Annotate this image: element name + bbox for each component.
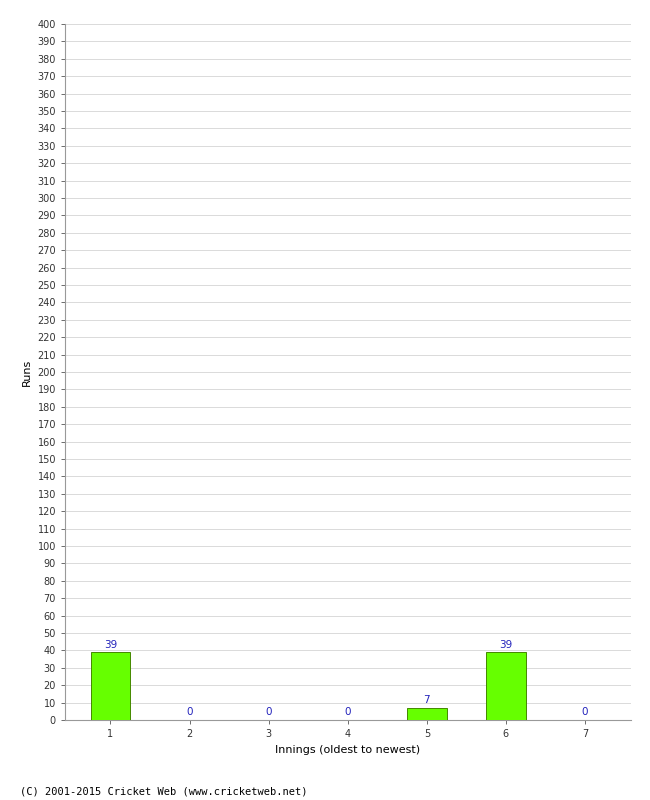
Y-axis label: Runs: Runs bbox=[22, 358, 32, 386]
Bar bbox=[91, 652, 130, 720]
Text: 0: 0 bbox=[187, 706, 193, 717]
Bar bbox=[486, 652, 526, 720]
Text: 39: 39 bbox=[104, 639, 117, 650]
Text: 0: 0 bbox=[344, 706, 351, 717]
Bar bbox=[407, 708, 447, 720]
Text: 0: 0 bbox=[265, 706, 272, 717]
Text: 39: 39 bbox=[499, 639, 513, 650]
Text: 0: 0 bbox=[582, 706, 588, 717]
X-axis label: Innings (oldest to newest): Innings (oldest to newest) bbox=[275, 745, 421, 754]
Text: 7: 7 bbox=[424, 695, 430, 706]
Text: (C) 2001-2015 Cricket Web (www.cricketweb.net): (C) 2001-2015 Cricket Web (www.cricketwe… bbox=[20, 786, 307, 796]
